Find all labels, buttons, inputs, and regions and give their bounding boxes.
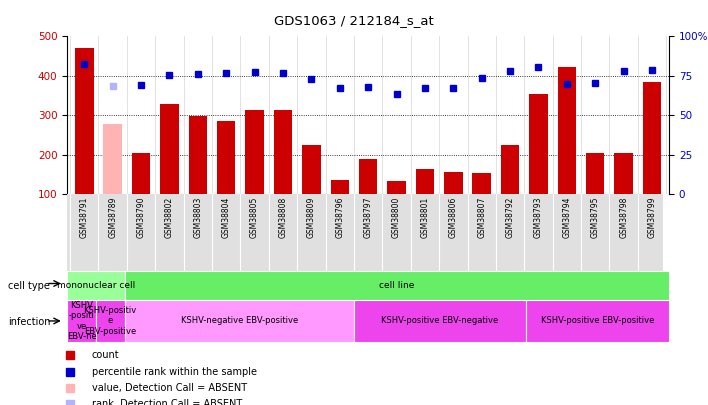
Bar [444,172,462,194]
Bar [530,94,548,194]
Text: KSHV-positive EBV-negative: KSHV-positive EBV-negative [381,316,498,326]
Bar [67,300,96,342]
Bar [274,110,292,194]
Bar [558,67,576,194]
Text: GSM38807: GSM38807 [477,197,486,238]
Bar [96,300,125,342]
Text: rank, Detection Call = ABSENT: rank, Detection Call = ABSENT [92,399,242,405]
Text: count: count [92,350,120,360]
Bar [354,300,526,342]
Bar [160,104,178,194]
Bar [217,121,236,194]
Bar [526,300,669,342]
Bar [188,116,207,194]
Text: KSHV-positive EBV-positive: KSHV-positive EBV-positive [541,316,654,326]
Text: KSHV-negative EBV-positive: KSHV-negative EBV-positive [181,316,298,326]
Text: GSM38802: GSM38802 [165,197,174,238]
Text: KSHV-positiv
e
EBV-positive: KSHV-positiv e EBV-positive [84,306,137,336]
Text: infection: infection [8,317,51,327]
Text: GSM38798: GSM38798 [619,197,628,238]
Bar [331,180,349,194]
Text: GSM38789: GSM38789 [108,197,118,238]
Text: GSM38795: GSM38795 [590,197,600,238]
Bar [103,124,122,194]
Text: GSM38804: GSM38804 [222,197,231,238]
Text: GSM38792: GSM38792 [506,197,515,238]
Bar [359,159,377,194]
Text: GSM38805: GSM38805 [250,197,259,238]
Text: cell type: cell type [8,281,50,290]
Bar [586,153,605,194]
Bar [75,48,93,194]
Text: GDS1063 / 212184_s_at: GDS1063 / 212184_s_at [274,14,434,27]
Text: GSM38803: GSM38803 [193,197,202,238]
Bar [132,153,150,194]
Text: percentile rank within the sample: percentile rank within the sample [92,367,257,377]
Text: GSM38791: GSM38791 [80,197,88,238]
Text: GSM38801: GSM38801 [421,197,430,238]
Bar [472,173,491,194]
Text: GSM38800: GSM38800 [392,197,401,238]
Text: GSM38790: GSM38790 [137,197,146,238]
Bar [501,145,520,194]
Bar [615,153,633,194]
Text: GSM38797: GSM38797 [364,197,372,238]
Text: mononuclear cell: mononuclear cell [57,281,135,290]
Text: GSM38796: GSM38796 [336,197,344,238]
Bar [302,145,321,194]
Text: GSM38808: GSM38808 [278,197,287,238]
Bar [643,82,661,194]
Text: GSM38806: GSM38806 [449,197,458,238]
Text: KSHV
-positi
ve
EBV-ne: KSHV -positi ve EBV-ne [67,301,96,341]
Text: GSM38809: GSM38809 [307,197,316,238]
Bar [67,271,125,300]
Text: GSM38794: GSM38794 [562,197,571,238]
Bar [125,300,354,342]
Bar [246,109,264,194]
Text: cell line: cell line [379,281,414,290]
Text: GSM38793: GSM38793 [534,197,543,238]
Text: GSM38799: GSM38799 [648,197,656,238]
Text: value, Detection Call = ABSENT: value, Detection Call = ABSENT [92,383,247,393]
Bar [416,169,434,194]
Bar [387,181,406,194]
